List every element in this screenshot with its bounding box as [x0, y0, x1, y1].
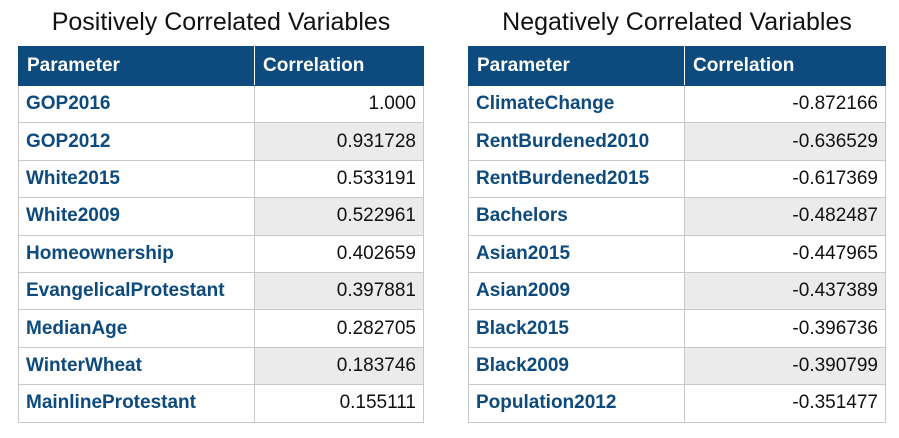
table-row: GOP2012 0.931728 — [18, 122, 424, 161]
parameter-cell: GOP2016 — [18, 84, 255, 124]
correlation-cell: -0.617369 — [684, 159, 886, 199]
parameter-cell: MainlineProtestant — [18, 384, 255, 423]
column-header-parameter: Parameter — [468, 46, 685, 86]
positive-table-title: Positively Correlated Variables — [51, 8, 391, 36]
parameter-cell: Population2012 — [468, 384, 685, 423]
parameter-cell: White2015 — [18, 159, 255, 199]
column-header-parameter: Parameter — [18, 46, 255, 86]
parameter-cell: Asian2009 — [468, 271, 685, 311]
table-row: Population2012 -0.351477 — [468, 384, 886, 423]
negative-correlation-panel: Negatively Correlated Variables Paramete… — [468, 0, 886, 423]
correlation-cell: 0.931728 — [254, 122, 424, 161]
table-row: RentBurdened2010 -0.636529 — [468, 122, 886, 161]
table-row: Asian2015 -0.447965 — [468, 234, 886, 273]
parameter-cell: RentBurdened2010 — [468, 122, 685, 161]
negative-table-title: Negatively Correlated Variables — [502, 8, 852, 36]
correlation-cell: 0.183746 — [254, 346, 424, 386]
parameter-cell: WinterWheat — [18, 346, 255, 386]
correlation-cell: 0.402659 — [254, 234, 424, 273]
negative-correlation-table: Parameter Correlation ClimateChange -0.87… — [468, 46, 886, 423]
table-row: Black2009 -0.390799 — [468, 346, 886, 386]
correlation-cell: -0.390799 — [684, 346, 886, 386]
table-row: White2015 0.533191 — [18, 159, 424, 199]
column-header-correlation: Correlation — [254, 46, 424, 86]
table-row: Bachelors -0.482487 — [468, 197, 886, 236]
parameter-cell: White2009 — [18, 197, 255, 236]
table-row: MainlineProtestant 0.155111 — [18, 384, 424, 423]
correlation-cell: 0.282705 — [254, 309, 424, 348]
parameter-cell: GOP2012 — [18, 122, 255, 161]
parameter-cell: Homeownership — [18, 234, 255, 273]
parameter-cell: Black2015 — [468, 309, 685, 348]
correlation-cell: -0.447965 — [684, 234, 886, 273]
correlation-cell: -0.482487 — [684, 197, 886, 236]
parameter-cell: Asian2015 — [468, 234, 685, 273]
parameter-cell: EvangelicalProtestant — [18, 271, 255, 311]
parameter-cell: ClimateChange — [468, 84, 685, 124]
parameter-cell: Black2009 — [468, 346, 685, 386]
table-row: MedianAge 0.282705 — [18, 309, 424, 348]
table-header-row: Parameter Correlation — [18, 46, 424, 86]
correlation-cell: 0.397881 — [254, 271, 424, 311]
correlation-cell: 0.522961 — [254, 197, 424, 236]
table-row: EvangelicalProtestant 0.397881 — [18, 271, 424, 311]
parameter-cell: Bachelors — [468, 197, 685, 236]
table-header-row: Parameter Correlation — [468, 46, 886, 86]
correlation-cell: -0.351477 — [684, 384, 886, 423]
table-row: Black2015 -0.396736 — [468, 309, 886, 348]
correlation-cell: 0.533191 — [254, 159, 424, 199]
correlation-cell: -0.636529 — [684, 122, 886, 161]
parameter-cell: RentBurdened2015 — [468, 159, 685, 199]
correlation-cell: 0.155111 — [254, 384, 424, 423]
correlation-cell: -0.396736 — [684, 309, 886, 348]
table-row: GOP2016 1.000 — [18, 84, 424, 124]
parameter-cell: MedianAge — [18, 309, 255, 348]
positive-correlation-panel: Positively Correlated Variables Paramete… — [18, 0, 424, 423]
column-header-correlation: Correlation — [684, 46, 886, 86]
table-row: Homeownership 0.402659 — [18, 234, 424, 273]
table-row: ClimateChange -0.872166 — [468, 84, 886, 124]
correlation-cell: 1.000 — [254, 84, 424, 124]
table-row: RentBurdened2015 -0.617369 — [468, 159, 886, 199]
positive-correlation-table: Parameter Correlation GOP2016 1.000 GOP201… — [18, 46, 424, 423]
correlation-cell: -0.872166 — [684, 84, 886, 124]
table-row: Asian2009 -0.437389 — [468, 271, 886, 311]
table-row: WinterWheat 0.183746 — [18, 346, 424, 386]
correlation-cell: -0.437389 — [684, 271, 886, 311]
table-row: White2009 0.522961 — [18, 197, 424, 236]
